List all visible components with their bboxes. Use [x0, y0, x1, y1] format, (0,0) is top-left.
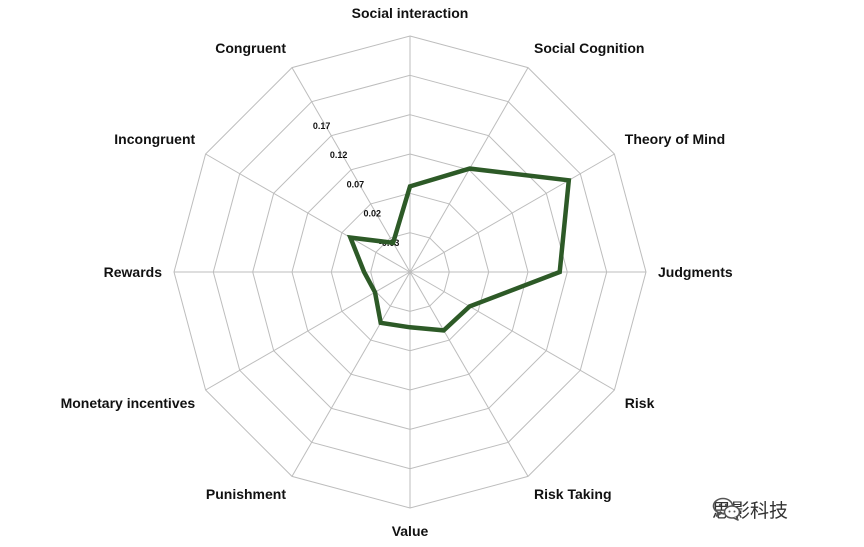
tick-label: 0.12: [330, 150, 348, 160]
tick-label: 0.07: [347, 179, 365, 189]
axis-label: Social Cognition: [534, 40, 644, 56]
spoke: [409, 271, 529, 477]
axis-label: Risk Taking: [534, 486, 612, 502]
axis-label: Punishment: [206, 486, 286, 502]
spoke: [205, 153, 411, 273]
tick-label: 0.02: [364, 209, 382, 219]
axis-label: Congruent: [215, 40, 286, 56]
radar-tick-labels: -0.030.020.070.120.17: [313, 121, 399, 248]
spoke: [409, 271, 615, 391]
axis-label: Social interaction: [352, 5, 469, 21]
spoke: [291, 271, 411, 477]
axis-label: Judgments: [658, 264, 733, 280]
watermark: 思影科技: [712, 496, 788, 523]
axis-label: Risk: [625, 395, 655, 411]
tick-label: 0.17: [313, 121, 331, 131]
axis-label: Monetary incentives: [61, 395, 196, 411]
spoke: [409, 153, 615, 273]
radar-grid: [173, 35, 647, 509]
radar-axis-labels: Social interaction Social Cognition Theory…: [61, 5, 733, 539]
wechat-icon: [712, 497, 741, 521]
spoke: [205, 271, 411, 391]
axis-label: Incongruent: [114, 131, 195, 147]
spoke: [291, 67, 411, 273]
axis-label: Theory of Mind: [625, 131, 725, 147]
series-line-0: [346, 166, 572, 333]
axis-label: Rewards: [104, 264, 163, 280]
radar-series: [346, 166, 572, 333]
axis-label: Value: [392, 523, 429, 539]
